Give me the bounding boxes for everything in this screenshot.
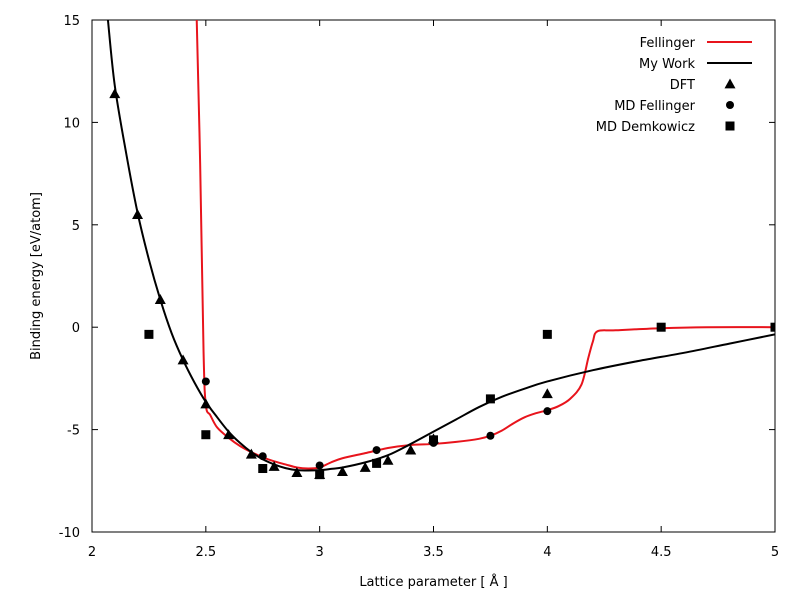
y-tick-label: 10 xyxy=(63,116,80,131)
data-point xyxy=(656,322,666,332)
x-axis-title: Lattice parameter [ Å ] xyxy=(359,574,507,590)
y-tick-label: -5 xyxy=(67,424,80,439)
series-md-demkowicz xyxy=(144,322,775,480)
legend-label: Fellinger xyxy=(640,36,696,51)
data-point xyxy=(258,452,267,461)
legend-label: MD Demkowicz xyxy=(596,120,695,135)
plot-frame xyxy=(91,19,776,533)
data-point xyxy=(177,354,189,365)
data-point xyxy=(429,435,438,445)
series-dft xyxy=(109,88,553,480)
axis-ticks xyxy=(91,19,776,533)
data-point xyxy=(486,431,495,440)
data-point xyxy=(109,88,121,99)
data-point xyxy=(359,461,371,472)
x-tick-label: 3.5 xyxy=(423,545,444,560)
legend-marker-sample xyxy=(725,121,735,131)
data-point xyxy=(336,466,348,476)
x-tick-label: 4 xyxy=(543,545,551,560)
data-point xyxy=(405,444,417,455)
data-point xyxy=(200,398,212,409)
data-point xyxy=(382,454,394,465)
data-point xyxy=(201,430,211,440)
legend-label: MD Fellinger xyxy=(614,99,695,114)
data-point xyxy=(541,388,553,399)
data-point xyxy=(245,448,257,459)
legend-label: My Work xyxy=(639,57,695,72)
y-tick-label: -10 xyxy=(59,526,80,541)
legend: Fellinger My Work DFT MD Fellinger MD Demkow… xyxy=(596,36,752,135)
data-point xyxy=(543,407,552,416)
legend-marker-sample xyxy=(726,101,734,109)
data-point xyxy=(268,460,280,471)
y-axis-title: Binding energy [eV/atom] xyxy=(29,192,44,360)
data-point xyxy=(485,394,495,404)
data-point xyxy=(372,446,381,455)
x-tick-label: 4.5 xyxy=(651,545,672,560)
data-point xyxy=(372,458,382,468)
data-point xyxy=(542,329,552,339)
series-line xyxy=(106,20,775,472)
data-point xyxy=(291,467,303,478)
x-tick-label: 5 xyxy=(771,545,779,560)
data-point xyxy=(315,470,325,480)
data-point xyxy=(154,294,166,304)
data-point xyxy=(315,461,324,470)
data-point xyxy=(144,329,154,339)
legend-label: DFT xyxy=(670,78,695,93)
data-point xyxy=(201,377,210,386)
series-my-work xyxy=(106,20,775,472)
data-point xyxy=(258,464,268,474)
data-point xyxy=(223,429,235,440)
y-tick-label: 15 xyxy=(63,14,80,29)
x-tick-label: 2 xyxy=(88,545,96,560)
axis-tick-labels: 2 2.5 3 3.5 4 4.5 5 -10 -5 0 5 10 15 xyxy=(59,14,779,560)
series-layer xyxy=(106,20,775,480)
x-tick-label: 2.5 xyxy=(195,545,216,560)
series-fellinger xyxy=(195,20,775,470)
y-tick-label: 0 xyxy=(72,321,80,336)
legend-marker-sample xyxy=(724,78,736,89)
y-tick-label: 5 xyxy=(72,219,80,234)
series-line xyxy=(195,20,775,470)
x-tick-label: 3 xyxy=(316,545,324,560)
data-point xyxy=(132,209,144,219)
data-point xyxy=(770,322,775,332)
